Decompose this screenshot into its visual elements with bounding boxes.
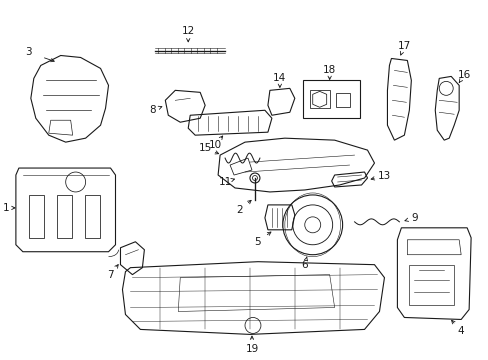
Text: 12: 12 xyxy=(181,26,194,36)
Text: 11: 11 xyxy=(218,177,231,187)
Text: 6: 6 xyxy=(301,260,307,270)
Text: 1: 1 xyxy=(2,203,9,213)
Text: 3: 3 xyxy=(25,48,32,58)
Text: 8: 8 xyxy=(149,105,155,115)
Text: 7: 7 xyxy=(107,270,114,280)
Text: 9: 9 xyxy=(410,213,417,223)
Text: 14: 14 xyxy=(273,73,286,84)
Text: 4: 4 xyxy=(457,327,464,336)
Text: 5: 5 xyxy=(254,237,261,247)
Text: 10: 10 xyxy=(208,140,221,150)
Text: 18: 18 xyxy=(323,66,336,76)
Bar xyxy=(302,80,359,118)
Text: 15: 15 xyxy=(198,143,211,153)
Text: 13: 13 xyxy=(377,171,390,181)
Text: 16: 16 xyxy=(457,71,470,80)
Text: 19: 19 xyxy=(245,345,258,354)
Text: 17: 17 xyxy=(397,41,410,50)
Text: 2: 2 xyxy=(236,205,243,215)
